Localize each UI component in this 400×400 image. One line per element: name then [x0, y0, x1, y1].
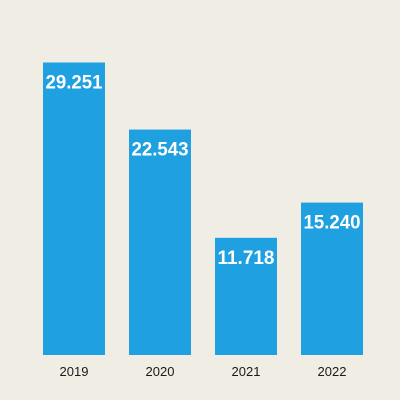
bar-2020: [129, 129, 191, 355]
x-tick-label-2019: 2019: [60, 364, 89, 379]
x-tick-label-2021: 2021: [232, 364, 261, 379]
bar-2021: [215, 237, 277, 355]
x-tick-label-2022: 2022: [318, 364, 347, 379]
value-labels-group: 29.251 22.543 11.718 15.240: [46, 72, 361, 268]
bars-group: [43, 62, 363, 356]
bar-2022: [301, 202, 363, 355]
value-label-2021: 11.718: [218, 248, 275, 269]
x-tick-labels-group: 2019 2020 2021 2022: [60, 364, 347, 379]
value-label-2019: 29.251: [46, 72, 103, 93]
value-label-2020: 22.543: [132, 140, 189, 161]
bar-2019: [43, 62, 105, 356]
x-tick-label-2020: 2020: [146, 364, 175, 379]
value-label-2022: 15.240: [304, 213, 361, 234]
